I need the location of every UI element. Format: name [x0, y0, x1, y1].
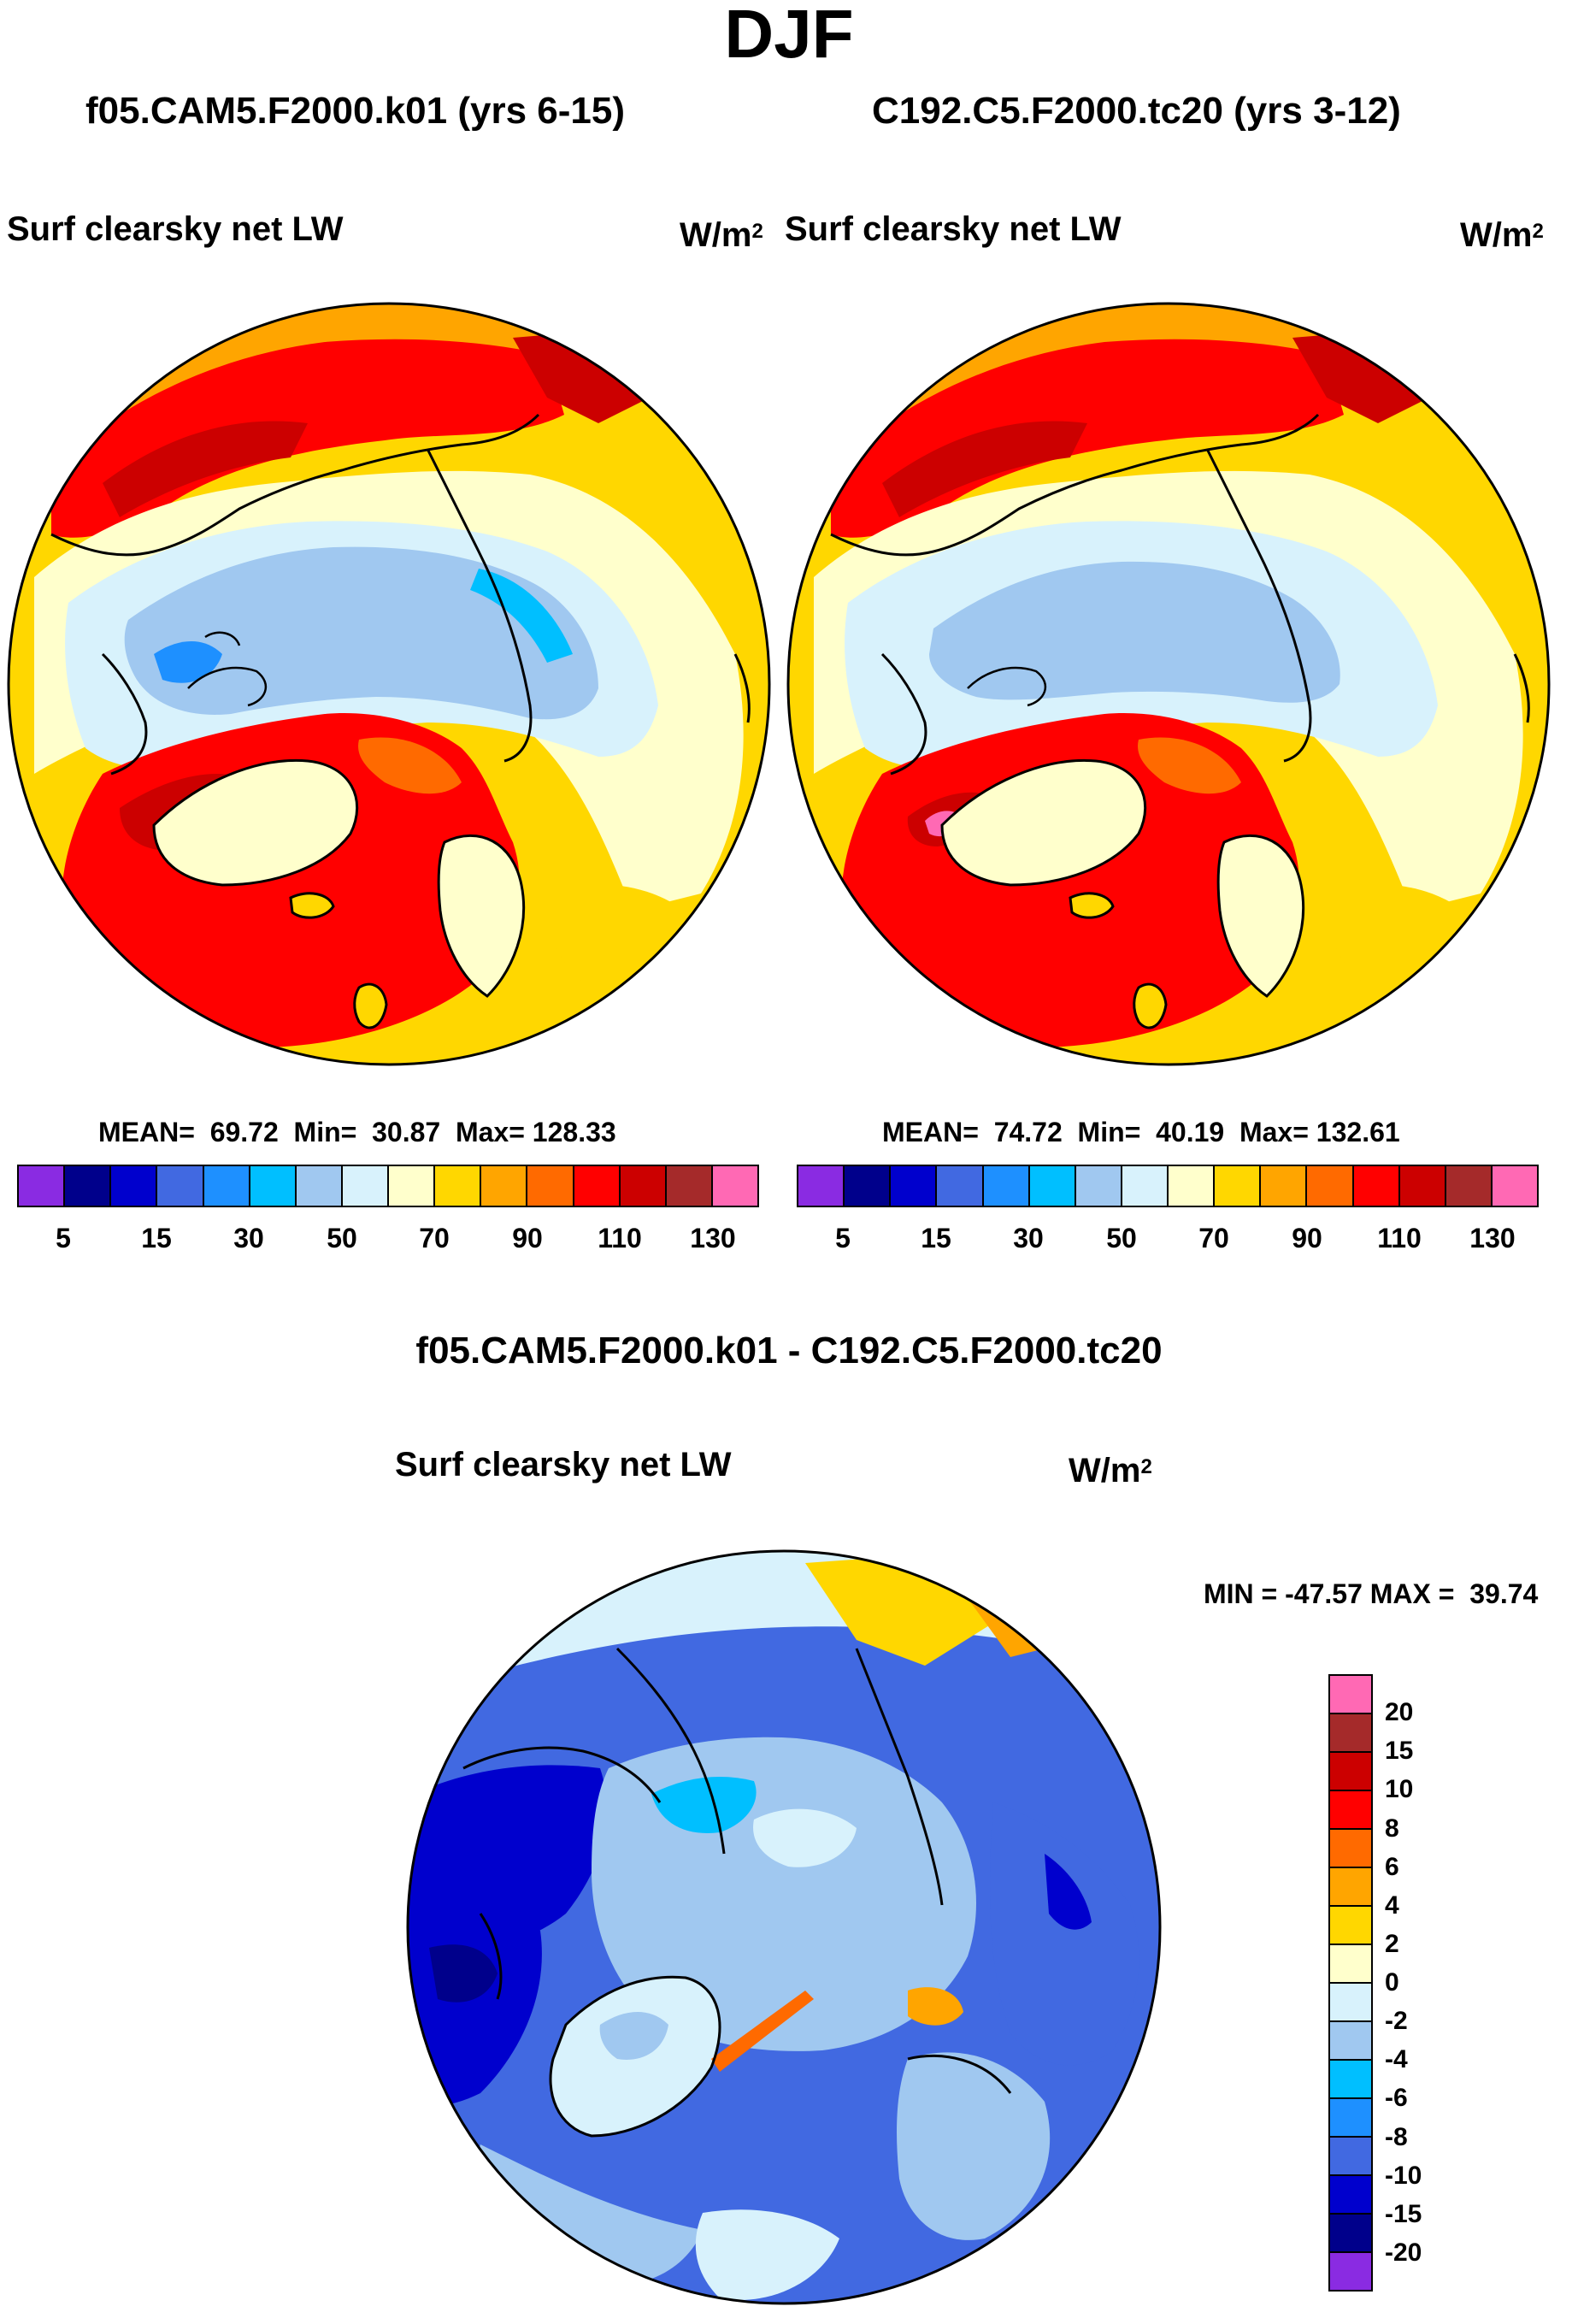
colorbar-swatch — [342, 1166, 389, 1206]
colorbar-swatch — [1330, 1868, 1371, 1907]
colorbar-swatch — [1446, 1166, 1493, 1206]
colorbar-swatch — [481, 1166, 528, 1206]
colorbar-swatch — [1330, 2176, 1371, 2215]
colorbar-tick-label: 110 — [1377, 1223, 1422, 1253]
colorbar-swatch — [983, 1166, 1030, 1206]
colorbar-tick-label: 20 — [1385, 1698, 1414, 1727]
colorbar-swatch — [1492, 1166, 1537, 1206]
colorbar-tick-label: 90 — [512, 1223, 543, 1253]
colorbar-swatch — [111, 1166, 158, 1206]
colorbar-tick-label: 130 — [1469, 1223, 1516, 1253]
colorbar-swatch — [937, 1166, 984, 1206]
colorbar-swatch — [712, 1166, 757, 1206]
colorbar-swatch — [666, 1166, 713, 1206]
colorbar-tick-label: 8 — [1385, 1814, 1399, 1843]
colorbar-swatch — [157, 1166, 204, 1206]
diff-stats: MIN = -47.57 MAX = 39.74 — [1204, 1578, 1539, 1609]
colorbar-tick-label: 50 — [1106, 1223, 1137, 1253]
colorbar-swatch — [891, 1166, 938, 1206]
colorbar-swatch — [1399, 1166, 1446, 1206]
colorbar-swatch — [574, 1166, 621, 1206]
colorbar-swatch — [1215, 1166, 1262, 1206]
colorbar-tick-label: 70 — [419, 1223, 450, 1253]
diff-polar-map — [406, 1549, 1162, 2305]
diff-units: W/m2 — [1069, 1452, 1152, 1489]
colorbar-tick-label: 50 — [327, 1223, 357, 1253]
colorbar-tick-label: -4 — [1385, 2045, 1408, 2074]
colorbar-swatch — [65, 1166, 112, 1206]
colorbar-tick-label: -2 — [1385, 2007, 1408, 2036]
colorbar-swatch — [1261, 1166, 1308, 1206]
colorbar-swatch — [1330, 2138, 1371, 2176]
colorbar-swatch — [203, 1166, 250, 1206]
colorbar-tick-label: 4 — [1385, 1890, 1399, 1920]
colorbar-tick-label: 5 — [56, 1223, 71, 1253]
panel1-stats: MEAN= 69.72 Min= 30.87 Max= 128.33 — [98, 1117, 616, 1147]
colorbar-tick-label: 10 — [1385, 1775, 1414, 1804]
colorbar-swatch — [1330, 1676, 1371, 1714]
panel1-polar-map — [7, 302, 771, 1066]
panel1-run-title: f05.CAM5.F2000.k01 (yrs 6-15) — [85, 90, 625, 132]
colorbar-tick-label: -10 — [1385, 2161, 1422, 2190]
colorbar-swatch — [1029, 1166, 1076, 1206]
season-title: DJF — [724, 0, 854, 72]
colorbar-tick-label: 30 — [233, 1223, 264, 1253]
colorbar-swatch — [1330, 2215, 1371, 2253]
colorbar-swatch — [1330, 1907, 1371, 1945]
colorbar-tick-label: 130 — [690, 1223, 736, 1253]
panel2-field-label: Surf clearsky net LW — [785, 210, 1122, 248]
colorbar-swatch — [1330, 2099, 1371, 2138]
colorbar-swatch — [845, 1166, 892, 1206]
colorbar-swatch — [435, 1166, 482, 1206]
colorbar-tick-label: -8 — [1385, 2122, 1408, 2151]
panel1-field-label: Surf clearsky net LW — [7, 210, 344, 248]
diff-colorbar — [1328, 1674, 1373, 2292]
colorbar-swatch — [19, 1166, 66, 1206]
colorbar-swatch — [1330, 1945, 1371, 1984]
colorbar-swatch — [527, 1166, 574, 1206]
panel2-polar-map — [786, 302, 1551, 1066]
colorbar-tick-label: 0 — [1385, 1968, 1399, 1997]
colorbar-tick-label: 15 — [921, 1223, 951, 1253]
colorbar-tick-label: -20 — [1385, 2238, 1422, 2267]
colorbar-swatch — [1169, 1166, 1216, 1206]
colorbar-swatch — [1330, 2022, 1371, 2061]
panel2-units: W/m2 — [1460, 216, 1544, 254]
colorbar-tick-label: 70 — [1198, 1223, 1229, 1253]
colorbar-swatch — [1330, 1830, 1371, 1868]
colorbar-swatch — [1330, 1714, 1371, 1753]
colorbar-tick-label: 5 — [835, 1223, 851, 1253]
colorbar-tick-label: 2 — [1385, 1929, 1399, 1958]
colorbar-tick-label: 15 — [141, 1223, 172, 1253]
panel1-units: W/m2 — [680, 216, 763, 254]
colorbar-tick-label: 30 — [1013, 1223, 1044, 1253]
diff-field-label: Surf clearsky net LW — [395, 1446, 732, 1483]
colorbar-swatch — [1307, 1166, 1354, 1206]
panel2-stats: MEAN= 74.72 Min= 40.19 Max= 132.61 — [882, 1117, 1400, 1147]
colorbar-tick-label: 110 — [598, 1223, 642, 1253]
colorbar-swatch — [620, 1166, 667, 1206]
colorbar-swatch — [1122, 1166, 1169, 1206]
colorbar-tick-label: 90 — [1292, 1223, 1322, 1253]
panel2-colorbar — [797, 1165, 1539, 1207]
diff-title: f05.CAM5.F2000.k01 - C192.C5.F2000.tc20 — [415, 1330, 1163, 1371]
colorbar-swatch — [1353, 1166, 1400, 1206]
colorbar-swatch — [1330, 1984, 1371, 2022]
colorbar-swatch — [389, 1166, 436, 1206]
colorbar-swatch — [1330, 1791, 1371, 1830]
colorbar-tick-label: -15 — [1385, 2199, 1422, 2228]
colorbar-tick-label: -6 — [1385, 2084, 1408, 2113]
colorbar-tick-label: 15 — [1385, 1737, 1414, 1766]
colorbar-swatch — [250, 1166, 297, 1206]
colorbar-swatch — [1075, 1166, 1122, 1206]
panel1-colorbar — [17, 1165, 759, 1207]
panel2-run-title: C192.C5.F2000.tc20 (yrs 3-12) — [872, 90, 1401, 132]
colorbar-swatch — [1330, 2253, 1371, 2290]
colorbar-swatch — [1330, 1753, 1371, 1791]
colorbar-swatch — [798, 1166, 845, 1206]
colorbar-swatch — [1330, 2061, 1371, 2099]
colorbar-tick-label: 6 — [1385, 1852, 1399, 1881]
colorbar-swatch — [296, 1166, 343, 1206]
